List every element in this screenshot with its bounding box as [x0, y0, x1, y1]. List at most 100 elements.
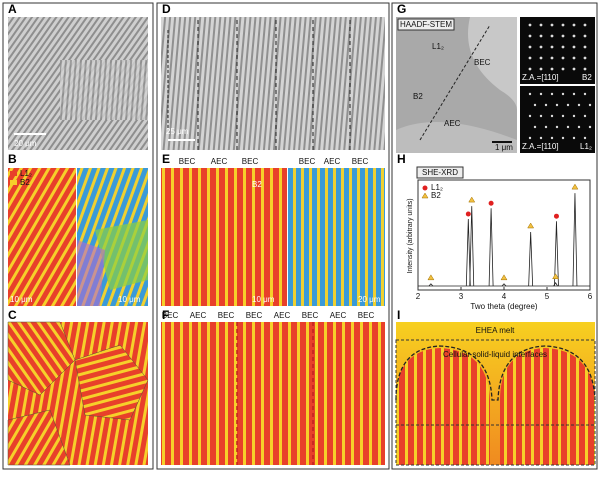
method-box — [397, 18, 455, 31]
x-tick-label: 3 — [459, 292, 464, 301]
frame — [391, 2, 598, 470]
panel-label: F — [162, 308, 169, 322]
peak — [554, 221, 559, 287]
peak — [528, 231, 534, 287]
cell — [396, 348, 490, 465]
spot — [550, 92, 554, 96]
dashed-box — [395, 339, 596, 466]
spot — [550, 136, 554, 140]
scale-label: 20 μm — [14, 139, 37, 148]
phase-map — [288, 168, 385, 306]
spot — [528, 23, 532, 27]
spot — [561, 23, 565, 27]
chart-title: SHE-XRD — [422, 168, 458, 177]
spot — [572, 23, 576, 27]
x-tick-label: 6 — [588, 292, 593, 301]
panel-label: H — [397, 152, 406, 166]
spot — [572, 45, 576, 49]
spot — [566, 103, 570, 107]
title-box — [416, 166, 464, 179]
cell — [500, 348, 595, 465]
scale-label: 1 μm — [495, 143, 513, 152]
marker — [427, 274, 435, 281]
spot — [550, 67, 554, 71]
spot — [533, 125, 537, 129]
spot — [528, 45, 532, 49]
spot — [555, 103, 559, 107]
spot — [583, 56, 587, 60]
scale-label: 10 μm — [118, 295, 141, 304]
phase-map — [161, 168, 287, 306]
region-label: BEC — [474, 58, 491, 67]
region-label: AEC — [190, 311, 207, 320]
panel-label: E — [162, 152, 170, 166]
peak — [428, 283, 434, 287]
marker — [552, 273, 560, 280]
marker — [465, 211, 471, 217]
region-label: AEC — [211, 157, 228, 166]
arrow — [419, 24, 491, 141]
peak — [501, 283, 507, 287]
diffraction — [520, 86, 595, 153]
region-label: BEC — [179, 157, 196, 166]
legend-label: L1₂ — [431, 183, 443, 192]
spot — [566, 125, 570, 129]
spot — [539, 114, 543, 118]
peak — [572, 193, 578, 287]
spot — [561, 67, 565, 71]
x-tick-label: 2 — [416, 292, 421, 301]
spot — [572, 114, 576, 118]
spot — [572, 67, 576, 71]
region-label: BEC — [299, 157, 316, 166]
spot — [588, 103, 592, 107]
spot — [528, 67, 532, 71]
grain — [95, 220, 148, 290]
legend-label: B2 — [431, 191, 441, 200]
spot — [572, 136, 576, 140]
legend-marker — [422, 185, 428, 191]
scale-label: 10 μm — [252, 295, 275, 304]
spot — [539, 45, 543, 49]
grain — [7, 321, 76, 396]
spot — [577, 103, 581, 107]
spot — [550, 56, 554, 60]
marker — [500, 274, 508, 281]
spot — [550, 45, 554, 49]
spot — [539, 56, 543, 60]
spot — [588, 125, 592, 129]
annotation: EHEA melt — [476, 326, 515, 335]
spot — [539, 136, 543, 140]
marker — [571, 183, 579, 190]
scale-label: 20 μm — [358, 295, 381, 304]
spot — [561, 114, 565, 118]
spot — [583, 136, 587, 140]
marker — [468, 196, 476, 203]
marker — [527, 222, 535, 229]
marker — [553, 213, 559, 219]
panel-label: I — [397, 308, 400, 322]
spot — [550, 114, 554, 118]
spot — [561, 45, 565, 49]
spot — [528, 114, 532, 118]
interface — [395, 345, 596, 401]
region-label: BEC — [302, 311, 319, 320]
spot — [544, 103, 548, 107]
scale-label: 25 μm — [166, 127, 189, 136]
legend-swatch — [10, 171, 17, 176]
spot — [561, 92, 565, 96]
spot — [572, 92, 576, 96]
region-label: AEC — [324, 157, 341, 166]
marker — [488, 200, 494, 206]
region-label: B2 — [413, 92, 423, 101]
region-label: L1₂ — [432, 42, 444, 51]
x-tick-label: 4 — [502, 292, 507, 301]
x-tick-label: 5 — [545, 292, 550, 301]
spot — [572, 34, 576, 38]
grain — [74, 344, 149, 421]
phase-label: B2 — [582, 73, 592, 82]
region-label: AEC — [444, 119, 461, 128]
panel-label: G — [397, 2, 406, 16]
region-label: BEC — [218, 311, 235, 320]
peak — [488, 208, 494, 287]
